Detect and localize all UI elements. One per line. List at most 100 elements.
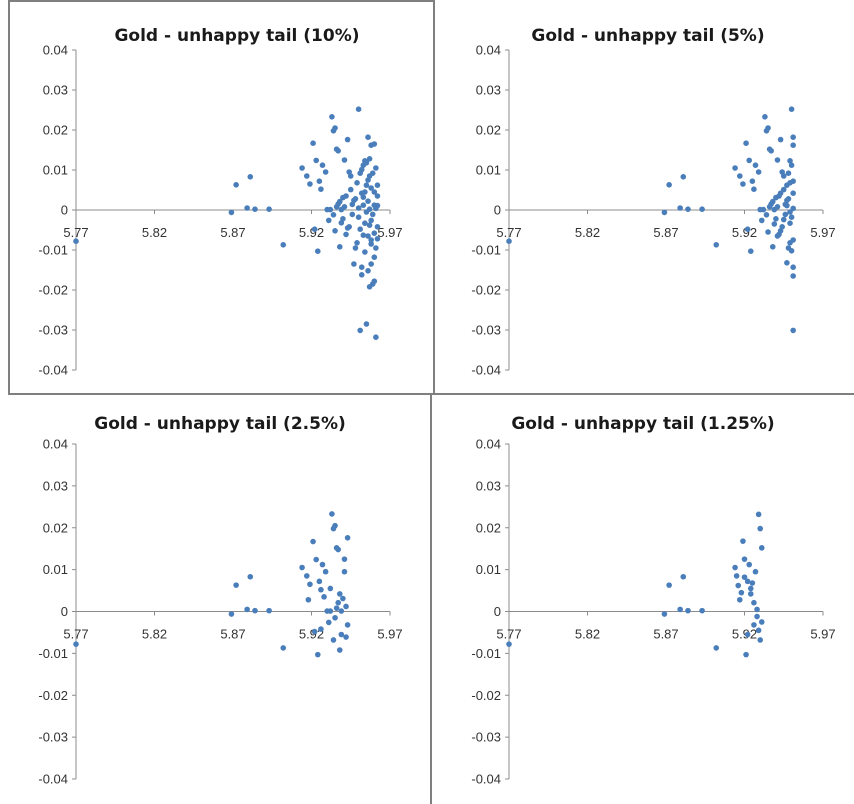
data-point: [769, 244, 776, 250]
x-tick-label: 5.77: [496, 627, 521, 642]
divider-horizontal: [8, 393, 854, 395]
data-point: [244, 205, 250, 211]
data-point: [325, 217, 332, 224]
data-point: [322, 568, 329, 575]
data-point: [252, 206, 258, 212]
data-point: [368, 237, 374, 243]
data-point: [371, 141, 378, 147]
data-point: [373, 334, 379, 341]
data-point: [743, 140, 749, 146]
x-tick-label: 5.97: [810, 225, 835, 240]
data-point: [321, 594, 327, 600]
data-point: [773, 216, 779, 222]
data-point: [758, 217, 765, 224]
y-tick-label: 0.03: [43, 478, 68, 493]
data-point: [343, 193, 349, 199]
scatter-chart-1-25pct: Gold - unhappy tail (1.25%) 0.04 0.03 0.02 0…: [471, 414, 835, 787]
data-point: [373, 165, 379, 171]
data-point: [363, 182, 370, 188]
data-point: [365, 177, 371, 183]
data-point: [343, 231, 349, 238]
data-point: [354, 240, 360, 246]
data-point: [661, 209, 668, 216]
data-point: [338, 608, 345, 614]
y-tick-label: 0: [494, 203, 501, 218]
data-point: [355, 106, 362, 112]
data-point: [73, 238, 79, 244]
y-tick-label: -0.03: [38, 323, 68, 338]
x-tick-label: 5.97: [810, 627, 835, 642]
data-point: [343, 634, 349, 640]
data-point: [349, 211, 356, 218]
data-point: [299, 564, 305, 571]
data-point: [782, 211, 789, 218]
data-point: [319, 162, 326, 168]
data-point: [280, 645, 287, 651]
data-point: [736, 173, 743, 179]
data-point: [790, 205, 796, 212]
y-tick-label: -0.03: [38, 730, 68, 745]
data-point: [355, 214, 362, 220]
x-tick-label: 5.87: [653, 225, 678, 240]
data-point: [774, 204, 781, 210]
data-point: [233, 582, 239, 588]
data-point: [228, 209, 235, 216]
x-tick-label: 5.92: [299, 627, 324, 642]
data-point: [349, 201, 356, 208]
data-point: [506, 641, 512, 647]
data-point: [358, 272, 365, 278]
data-point: [316, 178, 323, 184]
y-tick-label: 0.02: [476, 520, 501, 535]
data-point: [247, 573, 254, 580]
data-point: [341, 204, 348, 210]
data-point: [790, 273, 796, 279]
x-tick-label: 5.87: [220, 627, 245, 642]
x-tick-label: 5.82: [575, 627, 600, 642]
data-point: [771, 221, 778, 227]
data-point: [303, 173, 310, 179]
data-point: [368, 261, 374, 267]
data-point: [313, 556, 320, 563]
data-point: [754, 613, 760, 620]
data-point: [327, 206, 334, 213]
data-point: [741, 556, 748, 562]
y-tick-label: -0.01: [38, 243, 68, 258]
data-point: [360, 232, 367, 238]
data-point: [341, 568, 348, 575]
y-tick-label: 0: [494, 604, 501, 619]
divider-top-left-outline-top: [8, 0, 435, 2]
x-tick-label: 5.77: [496, 225, 521, 240]
data-point: [73, 641, 79, 647]
chart-title: Gold - unhappy tail (2.5%): [94, 414, 346, 434]
data-point: [365, 134, 371, 140]
data-point: [747, 591, 754, 597]
data-point: [347, 186, 354, 193]
data-point: [311, 226, 318, 232]
data-point: [713, 242, 720, 248]
data-point: [790, 142, 796, 148]
data-point: [784, 260, 790, 266]
data-point: [685, 206, 691, 212]
data-point: [335, 599, 341, 606]
data-point: [373, 245, 379, 251]
data-point: [749, 580, 756, 586]
data-point: [329, 114, 335, 120]
data-point: [747, 248, 754, 254]
data-point: [784, 202, 790, 209]
data-point: [360, 194, 367, 200]
data-point: [354, 180, 360, 186]
data-point: [506, 238, 512, 244]
y-tick-label: -0.03: [471, 323, 501, 338]
y-tick-label: -0.02: [471, 688, 501, 703]
data-point: [318, 586, 324, 593]
data-point: [307, 181, 313, 187]
y-tick-label: -0.04: [471, 772, 501, 787]
data-point: [752, 162, 759, 168]
y-tick-label: 0.04: [43, 43, 68, 58]
scatter-chart-5pct: Gold - unhappy tail (5%) 0.04 0.03 0.02 0.01…: [471, 26, 835, 378]
data-point: [280, 242, 287, 248]
data-point: [751, 622, 757, 628]
x-tick-label: 5.77: [63, 627, 88, 642]
data-point: [680, 573, 687, 580]
y-tick-label: 0.02: [476, 123, 501, 138]
